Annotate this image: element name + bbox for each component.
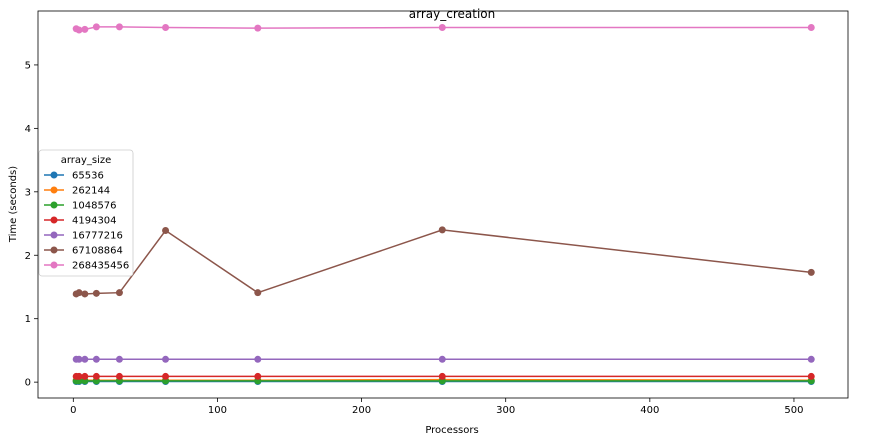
series-4194304 — [72, 372, 815, 380]
legend-frame — [38, 149, 134, 277]
data-point — [438, 372, 446, 380]
plot-frame — [37, 10, 849, 399]
data-point — [807, 23, 815, 31]
legend-label: 268435456 — [72, 261, 129, 272]
y-tick-label: 2 — [25, 251, 31, 262]
legend-item: 65536 — [44, 171, 104, 182]
y-axis-label: Time (seconds) — [8, 166, 19, 243]
x-axis: 0 100 200 300 400 500 — [70, 398, 803, 416]
data-point — [438, 355, 446, 363]
legend-label: 65536 — [72, 171, 104, 182]
data-point — [75, 26, 83, 34]
x-tick-label: 300 — [496, 405, 515, 416]
x-tick-label: 400 — [640, 405, 659, 416]
legend-swatch-marker — [50, 171, 58, 179]
data-point — [92, 23, 100, 31]
data-point — [75, 372, 83, 380]
data-point — [81, 372, 89, 380]
data-point — [81, 355, 89, 363]
data-point — [162, 227, 170, 235]
legend-swatch-marker — [50, 231, 58, 239]
y-tick-label: 4 — [25, 124, 31, 135]
data-point — [115, 289, 123, 297]
data-point — [162, 372, 170, 380]
data-point — [254, 355, 262, 363]
data-point — [92, 355, 100, 363]
legend-item: 262144 — [44, 186, 110, 197]
data-point — [254, 289, 262, 297]
series-268435456 — [72, 23, 815, 34]
data-point — [92, 372, 100, 380]
plot-area — [72, 23, 815, 386]
series-16777216 — [72, 355, 815, 363]
legend: array_size 65536 262144 1048576 4194304 1677… — [38, 149, 134, 277]
x-tick-label: 200 — [352, 405, 371, 416]
data-point — [807, 355, 815, 363]
data-point — [807, 372, 815, 380]
y-tick-label: 1 — [25, 314, 31, 325]
legend-label: 262144 — [72, 186, 110, 197]
data-point — [254, 372, 262, 380]
legend-swatch-marker — [50, 246, 58, 254]
x-tick-label: 0 — [70, 405, 76, 416]
y-tick-label: 3 — [25, 187, 31, 198]
data-point — [254, 24, 262, 32]
legend-swatch-marker — [50, 201, 58, 209]
data-point — [438, 226, 446, 234]
legend-label: 16777216 — [72, 231, 123, 242]
data-point — [438, 23, 446, 31]
series-67108864 — [72, 226, 815, 298]
legend-label: 67108864 — [72, 246, 123, 257]
legend-label: 4194304 — [72, 216, 117, 227]
chart-title: array_creation — [409, 7, 495, 21]
data-point — [162, 355, 170, 363]
x-tick-label: 500 — [784, 405, 803, 416]
series-line — [75, 229, 812, 295]
x-tick-label: 100 — [208, 405, 227, 416]
data-point — [75, 289, 83, 297]
legend-swatch-marker — [50, 186, 58, 194]
data-point — [81, 25, 89, 33]
data-point — [81, 290, 89, 298]
legend-item: 1048576 — [44, 201, 117, 212]
data-point — [162, 23, 170, 31]
data-point — [807, 268, 815, 276]
legend-label: 1048576 — [72, 201, 117, 212]
legend-item: 67108864 — [44, 246, 123, 257]
y-tick-label: 5 — [25, 60, 31, 71]
data-point — [115, 355, 123, 363]
legend-item: 4194304 — [44, 216, 117, 227]
y-axis: 0 1 2 3 4 5 — [25, 60, 38, 389]
data-point — [115, 372, 123, 380]
x-axis-label: Processors — [425, 425, 478, 436]
legend-swatch-marker — [50, 261, 58, 269]
y-tick-label: 0 — [25, 378, 31, 389]
data-point — [92, 289, 100, 297]
legend-title: array_size — [61, 155, 112, 166]
legend-swatch-marker — [50, 216, 58, 224]
data-point — [115, 23, 123, 31]
legend-item: 268435456 — [44, 261, 129, 272]
legend-item: 16777216 — [44, 231, 123, 242]
data-point — [75, 355, 83, 363]
